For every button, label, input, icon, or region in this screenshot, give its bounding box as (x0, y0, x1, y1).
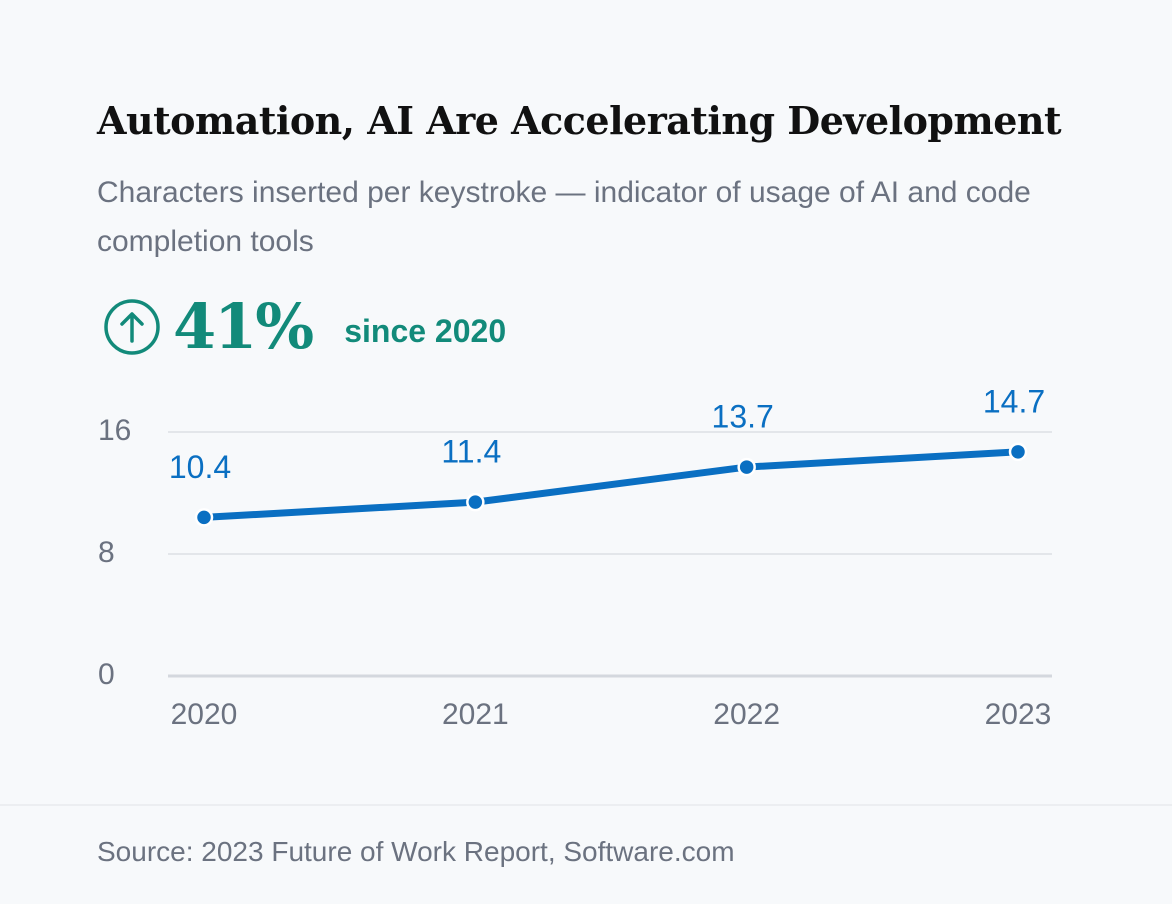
data-point (194, 508, 214, 527)
highlight-note: since 2020 (344, 313, 507, 349)
chart: 0 8 16 2020 2021 2022 2023 10.4 11.4 13.7 14.7 (98, 383, 1052, 731)
up-arrow-icon (104, 298, 160, 355)
data-point (737, 457, 756, 477)
data-line (203, 448, 1019, 521)
x-tick-label: 2022 (713, 698, 780, 731)
x-tick-label: 2021 (442, 698, 509, 731)
data-label: 14.7 (983, 383, 1045, 419)
y-tick-label: 0 (98, 658, 115, 691)
data-point (466, 492, 485, 512)
y-tick-label: 16 (98, 414, 131, 447)
source: Source: 2023 Future of Work Report, Soft… (97, 836, 735, 867)
data-label: 11.4 (441, 434, 501, 470)
highlight-value: 41% (173, 290, 314, 363)
x-tick-label: 2020 (171, 698, 238, 731)
y-tick-label: 8 (98, 536, 115, 569)
data-label: 10.4 (169, 449, 231, 485)
highlight: 41% since 2020 (103, 290, 506, 363)
data-label: 13.7 (712, 399, 774, 435)
chart-title: Automation, AI Are Accelerating Developm… (97, 98, 1062, 143)
data-point (1008, 442, 1028, 462)
x-tick-label: 2023 (985, 698, 1052, 731)
separator (0, 804, 1172, 806)
chart-subtitle: Characters inserted per keystroke — indi… (97, 176, 1031, 258)
